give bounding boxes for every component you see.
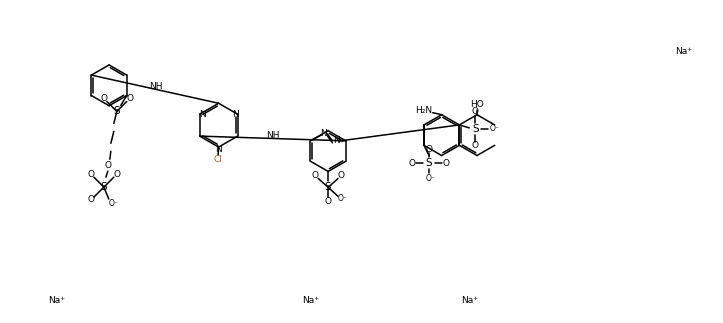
Text: O⁻: O⁻ — [338, 194, 348, 203]
Text: N: N — [199, 110, 205, 119]
Text: O: O — [425, 145, 432, 154]
Text: O: O — [442, 159, 450, 168]
Text: N: N — [333, 136, 340, 145]
Text: O: O — [472, 108, 479, 117]
Text: S: S — [472, 124, 479, 134]
Text: Cl: Cl — [214, 154, 223, 163]
Text: O: O — [472, 141, 479, 150]
Text: S: S — [100, 182, 107, 192]
Text: S: S — [114, 107, 120, 117]
Text: O⁻: O⁻ — [426, 174, 436, 183]
Text: O: O — [338, 171, 345, 180]
Text: HO: HO — [470, 100, 484, 109]
Text: O: O — [114, 170, 120, 179]
Text: NH: NH — [266, 131, 280, 141]
Text: O: O — [87, 170, 95, 179]
Text: Na⁺: Na⁺ — [48, 296, 65, 305]
Text: O: O — [87, 194, 95, 203]
Text: O: O — [104, 161, 111, 170]
Text: O⁻: O⁻ — [109, 199, 119, 208]
Text: Na⁺: Na⁺ — [301, 296, 319, 305]
Text: N: N — [320, 130, 327, 138]
Text: O: O — [100, 94, 108, 103]
Text: S: S — [325, 182, 331, 193]
Text: O: O — [325, 197, 332, 206]
Text: N: N — [232, 110, 239, 119]
Text: Na⁺: Na⁺ — [461, 296, 478, 305]
Text: N: N — [215, 145, 222, 154]
Text: Na⁺: Na⁺ — [675, 47, 692, 56]
Text: NH: NH — [149, 82, 163, 91]
Text: O: O — [408, 159, 416, 168]
Text: O: O — [127, 94, 133, 103]
Text: O: O — [312, 171, 319, 180]
Text: S: S — [426, 158, 432, 168]
Text: H₂N: H₂N — [415, 106, 432, 115]
Text: O⁻: O⁻ — [489, 124, 499, 133]
